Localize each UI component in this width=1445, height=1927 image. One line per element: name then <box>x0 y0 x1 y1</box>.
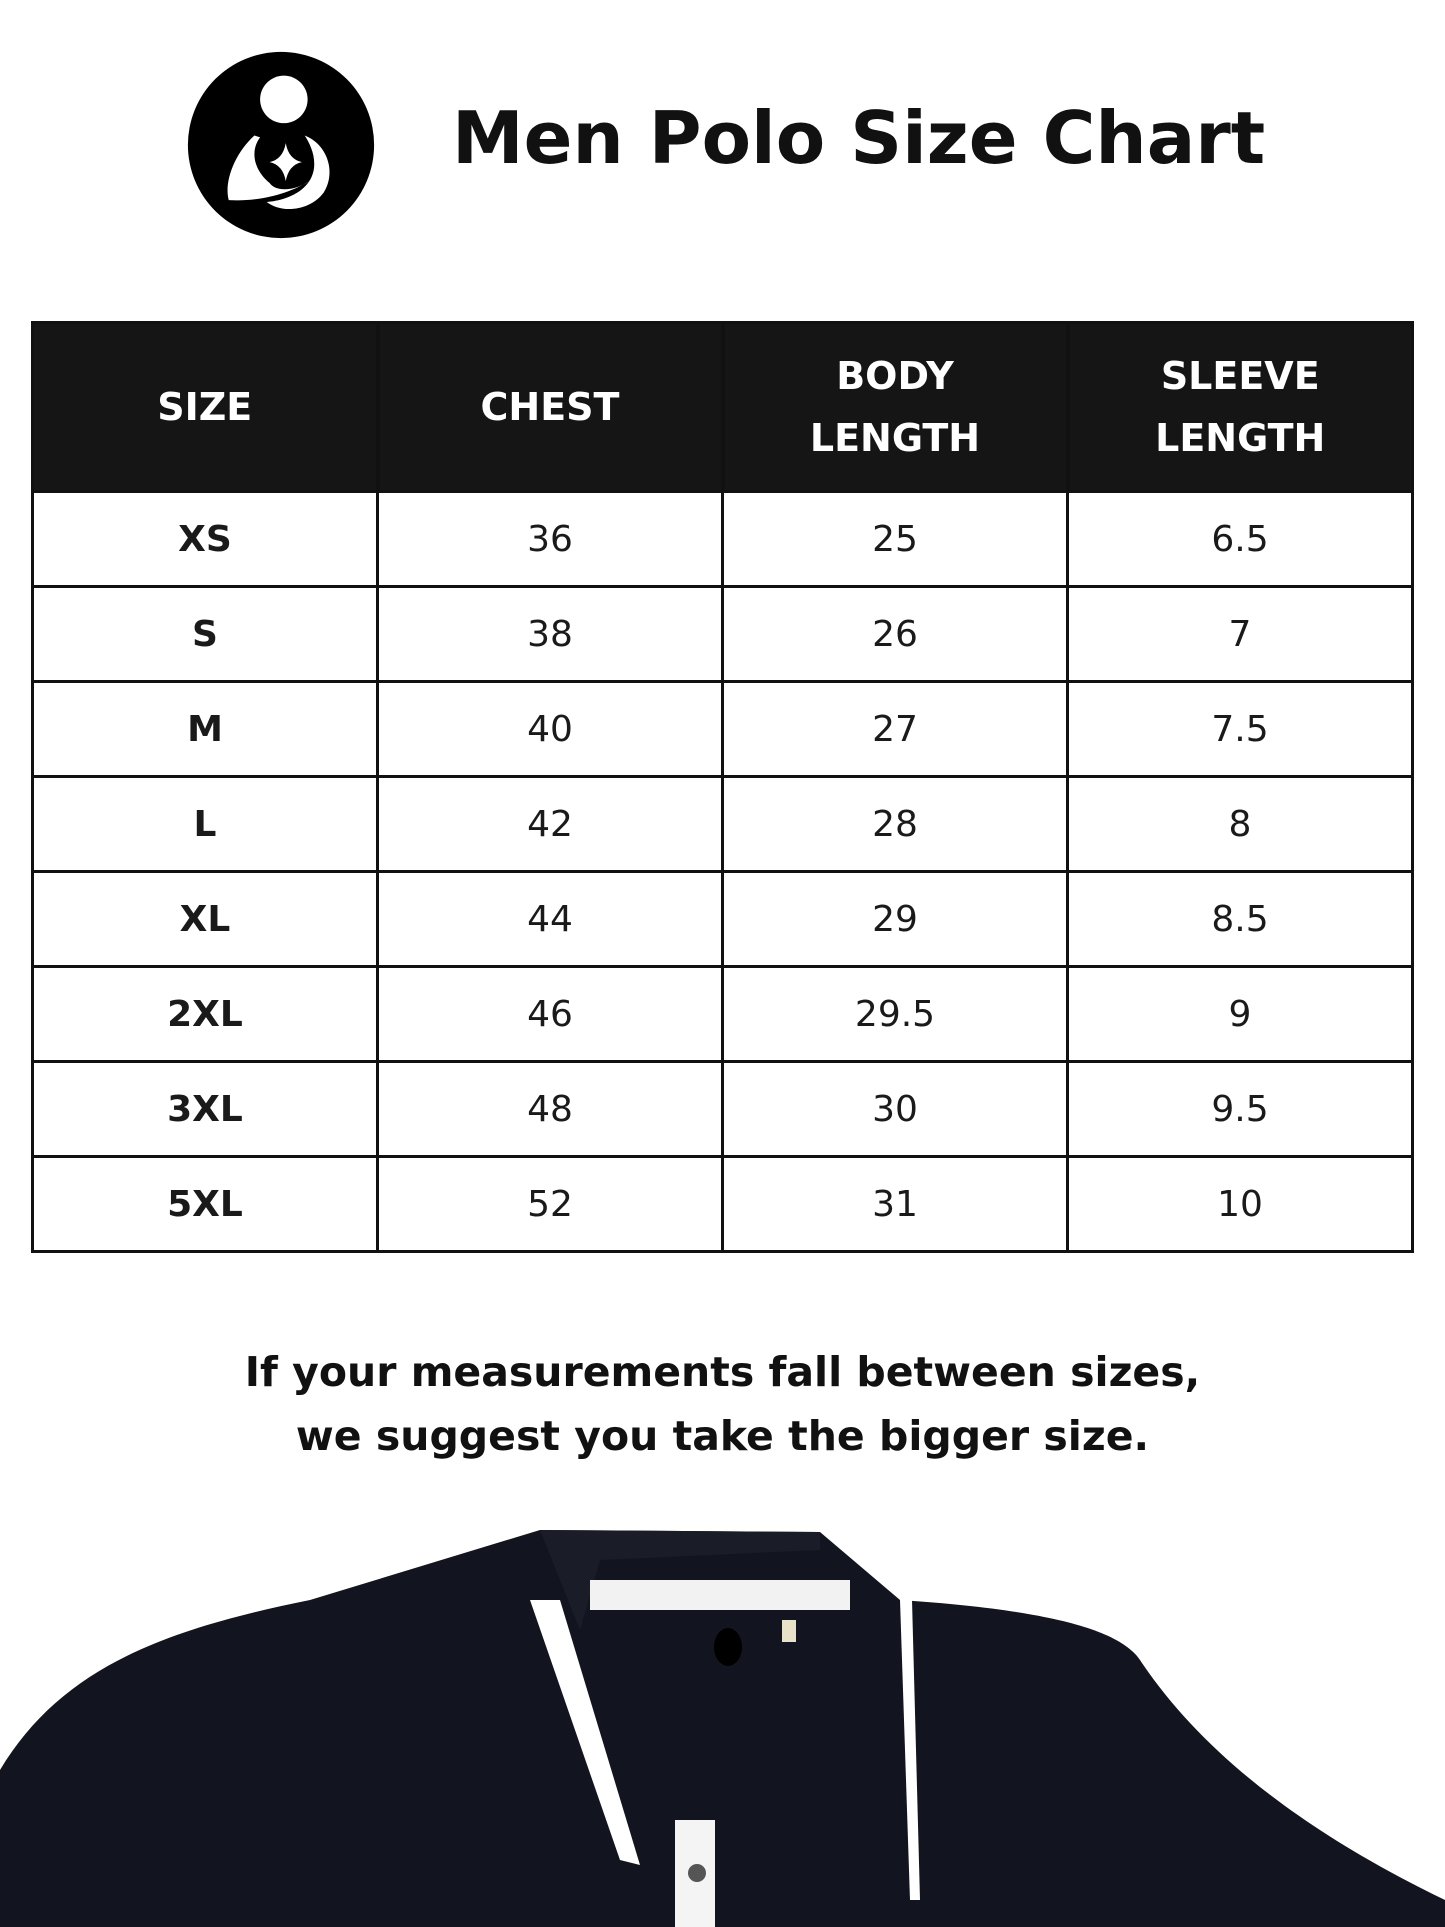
measurement-cell: 26 <box>721 585 1069 683</box>
measurement-cell: 38 <box>376 585 724 683</box>
size-advice-note: If your measurements fall between sizes,… <box>0 1340 1445 1468</box>
note-line-1: If your measurements fall between sizes, <box>244 1348 1201 1396</box>
column-header-size: SIZE <box>31 321 379 493</box>
measurement-cell: 25 <box>721 490 1069 588</box>
measurement-cell: 10 <box>1066 1155 1414 1253</box>
size-cell: XL <box>31 870 379 968</box>
brand-logo <box>187 51 375 239</box>
measurement-cell: 7 <box>1066 585 1414 683</box>
table-row: M 40 27 7.5 <box>31 680 1414 778</box>
polo-shirt-image <box>0 1530 1445 1927</box>
measurement-cell: 27 <box>721 680 1069 778</box>
size-cell: 5XL <box>31 1155 379 1253</box>
column-header-chest: CHEST <box>375 321 724 493</box>
page-title: Men Polo Size Chart <box>452 96 1266 180</box>
column-header-sleeve-length: SLEEVE LENGTH <box>1065 321 1414 493</box>
note-line-2: we suggest you take the bigger size. <box>295 1412 1150 1460</box>
table-header-row: SIZE CHEST BODY LENGTH SLEEVE LENGTH <box>31 321 1414 493</box>
measurement-cell: 8 <box>1066 775 1414 873</box>
measurement-cell: 9.5 <box>1066 1060 1414 1158</box>
measurement-cell: 36 <box>376 490 724 588</box>
measurement-cell: 42 <box>376 775 724 873</box>
table-row: L 42 28 8 <box>31 775 1414 873</box>
measurement-cell: 31 <box>721 1155 1069 1253</box>
measurement-cell: 44 <box>376 870 724 968</box>
table-row: S 38 26 7 <box>31 585 1414 683</box>
measurement-cell: 29.5 <box>721 965 1069 1063</box>
column-header-body-length: BODY LENGTH <box>720 321 1069 493</box>
size-cell: 3XL <box>31 1060 379 1158</box>
size-cell: L <box>31 775 379 873</box>
measurement-cell: 46 <box>376 965 724 1063</box>
size-cell: S <box>31 585 379 683</box>
measurement-cell: 40 <box>376 680 724 778</box>
table-row: XS 36 25 6.5 <box>31 490 1414 588</box>
size-cell: 2XL <box>31 965 379 1063</box>
measurement-cell: 6.5 <box>1066 490 1414 588</box>
measurement-cell: 29 <box>721 870 1069 968</box>
table-row: XL 44 29 8.5 <box>31 870 1414 968</box>
size-cell: M <box>31 680 379 778</box>
measurement-cell: 52 <box>376 1155 724 1253</box>
measurement-cell: 28 <box>721 775 1069 873</box>
table-row: 3XL 48 30 9.5 <box>31 1060 1414 1158</box>
measurement-cell: 7.5 <box>1066 680 1414 778</box>
measurement-cell: 30 <box>721 1060 1069 1158</box>
size-cell: XS <box>31 490 379 588</box>
table-row: 5XL 52 31 10 <box>31 1155 1414 1253</box>
measurement-cell: 48 <box>376 1060 724 1158</box>
measurement-cell: 8.5 <box>1066 870 1414 968</box>
size-chart-table: SIZE CHEST BODY LENGTH SLEEVE LENGTH XS 36 25… <box>31 321 1414 1253</box>
measurement-cell: 9 <box>1066 965 1414 1063</box>
table-row: 2XL 46 29.5 9 <box>31 965 1414 1063</box>
